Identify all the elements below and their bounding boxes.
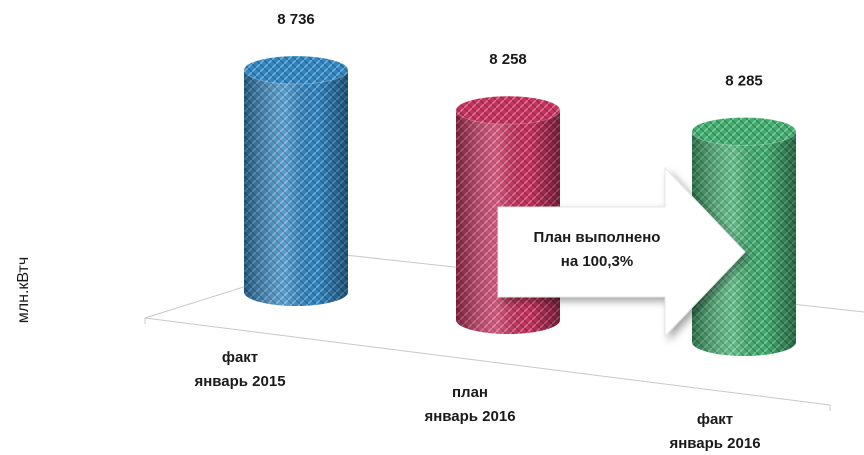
- x-tick-label: январь 2016: [424, 408, 515, 425]
- x-tick-label: январь 2015: [194, 373, 285, 390]
- value-label: 8 285: [725, 72, 763, 89]
- annotation: на 100,3%: [561, 253, 633, 270]
- y-axis-label: млн.кВтч: [15, 257, 32, 323]
- bar-top-texture: [455, 95, 561, 125]
- value-label: 8 736: [277, 11, 315, 28]
- x-tick-label: план: [452, 384, 488, 401]
- x-tick-label: факт: [222, 349, 258, 366]
- bar-shade: [692, 131, 796, 356]
- bar-top-texture: [691, 116, 797, 146]
- bar-shade: [244, 70, 348, 306]
- annotation: План выполнено: [534, 229, 661, 246]
- bars: [243, 55, 797, 356]
- callout: [497, 166, 746, 338]
- bar-top-texture: [243, 55, 349, 85]
- value-label: 8 258: [489, 51, 527, 68]
- x-tick-label: январь 2016: [669, 435, 760, 452]
- x-tick-label: факт: [697, 411, 733, 428]
